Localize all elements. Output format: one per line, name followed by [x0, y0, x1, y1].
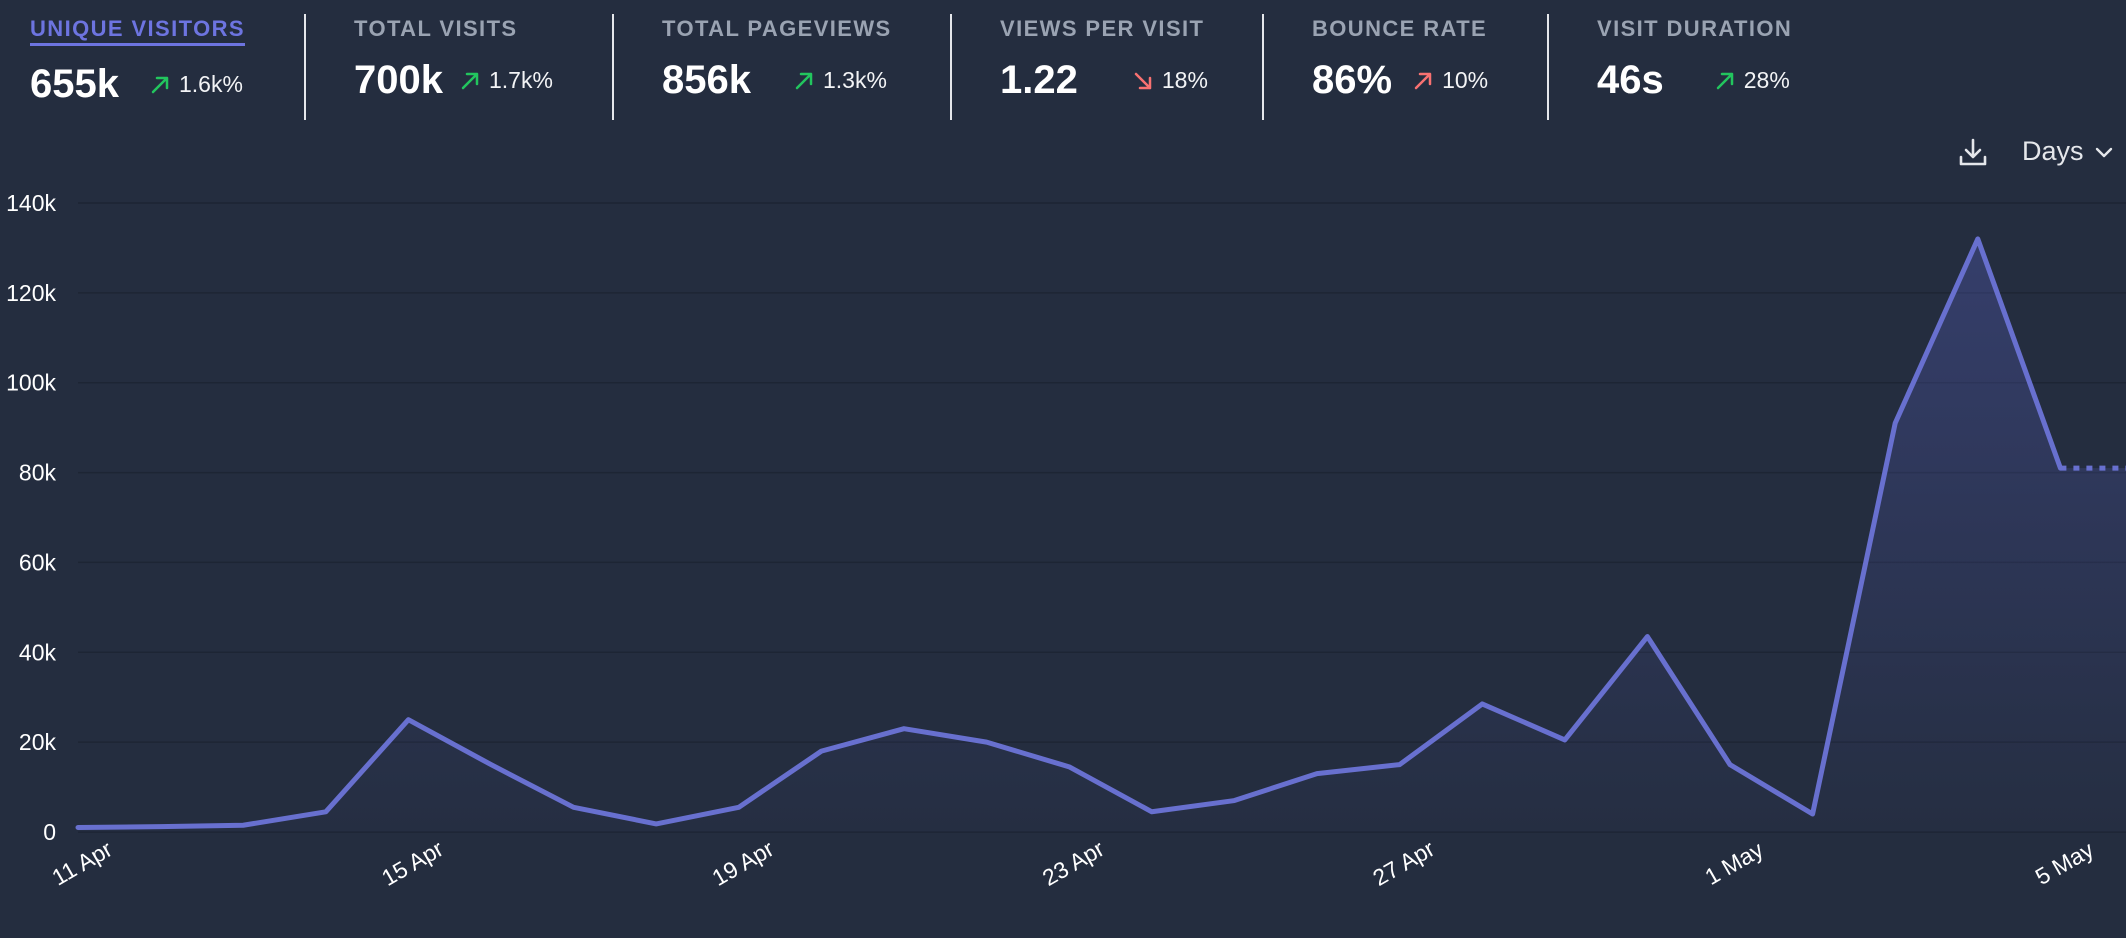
interval-picker[interactable]: Days	[2022, 136, 2114, 167]
stat-change-value: 1.7k%	[488, 67, 553, 93]
stat-change: 1.7k%	[459, 67, 553, 94]
x-tick-label: 5 May	[2031, 836, 2099, 890]
stat-row: 700k 1.7k%	[354, 58, 553, 103]
arrow-up-right-icon	[1716, 72, 1733, 89]
y-axis: 0 20k 40k 60k 80k 100k 120k 140k	[6, 190, 56, 845]
stat-divider	[1262, 14, 1264, 120]
arrow-up-right-icon	[1414, 72, 1432, 89]
stat-change: 1.6k%	[149, 71, 243, 98]
stat-row: 46s 28%	[1597, 58, 1792, 103]
stat-label: VIEWS PER VISIT	[1000, 16, 1205, 41]
stat-total-pageviews[interactable]: TOTAL PAGEVIEWS 856k 1.3k%	[662, 16, 892, 103]
stat-value: 1.22	[1000, 58, 1078, 102]
stat-value: 86%	[1312, 58, 1393, 102]
stat-label: UNIQUE VISITORS	[30, 16, 245, 46]
x-tick-label: 15 Apr	[377, 835, 448, 891]
stat-unique-visitors[interactable]: UNIQUE VISITORS 655k 1.6k%	[30, 16, 245, 107]
stat-change: 1.3k%	[793, 67, 887, 94]
area-fill	[78, 238, 2126, 832]
stat-row: 1.22 18%	[1000, 58, 1208, 103]
stat-value: 46s	[1597, 58, 1664, 102]
chevron-down-icon	[2095, 147, 2112, 157]
stat-divider	[612, 14, 614, 120]
arrow-up-right-icon	[151, 76, 169, 93]
x-tick-label: 1 May	[1700, 836, 1768, 890]
y-tick-label: 120k	[6, 280, 56, 306]
stat-value: 856k	[662, 58, 751, 102]
x-axis: 11 Apr 15 Apr 19 Apr 23 Apr 27 Apr 1 May 5 May	[47, 835, 2098, 891]
stat-divider	[304, 14, 306, 120]
stat-visit-duration[interactable]: VISIT DURATION 46s 28%	[1597, 16, 1792, 103]
stat-value: 700k	[354, 58, 443, 102]
x-tick-label: 11 Apr	[47, 835, 116, 890]
y-tick-label: 80k	[19, 460, 57, 486]
stat-label: TOTAL PAGEVIEWS	[662, 16, 892, 41]
stat-change-value: 1.6k%	[178, 71, 243, 97]
top-stats: UNIQUE VISITORS 655k 1.6k% TOTAL VISITS …	[0, 0, 2126, 120]
arrow-down-right-icon	[1134, 72, 1152, 89]
download-icon[interactable]	[1956, 135, 1990, 169]
stat-row: 655k 1.6k%	[30, 62, 245, 107]
stat-total-visits[interactable]: TOTAL VISITS 700k 1.7k%	[354, 16, 553, 103]
stat-divider	[950, 14, 952, 120]
stat-change-value: 18%	[1161, 67, 1208, 93]
stat-label: TOTAL VISITS	[354, 16, 518, 41]
interval-label: Days	[2022, 136, 2084, 166]
x-tick-label: 19 Apr	[708, 835, 779, 891]
stat-change: 18%	[1132, 67, 1208, 94]
arrow-up-right-icon	[461, 72, 479, 89]
stat-change: 28%	[1714, 67, 1790, 94]
series-line	[75, 236, 2126, 831]
y-tick-label: 40k	[19, 639, 57, 665]
y-tick-label: 140k	[6, 190, 56, 216]
x-tick-label: 27 Apr	[1368, 835, 1439, 891]
stat-change-value: 10%	[1442, 67, 1489, 93]
arrow-up-right-icon	[795, 72, 813, 89]
grid-lines	[78, 202, 2126, 833]
y-tick-label: 100k	[6, 370, 56, 396]
stat-value: 655k	[30, 62, 119, 106]
stat-label: BOUNCE RATE	[1312, 16, 1488, 41]
stat-change-value: 28%	[1743, 67, 1790, 93]
y-tick-label: 60k	[19, 549, 57, 575]
y-tick-label: 20k	[19, 729, 57, 755]
stat-change-value: 1.3k%	[822, 67, 887, 93]
stat-divider	[1547, 14, 1549, 120]
stat-label: VISIT DURATION	[1597, 16, 1793, 41]
stat-bounce-rate[interactable]: BOUNCE RATE 86% 10%	[1312, 16, 1488, 103]
y-tick-label: 0	[43, 819, 56, 845]
stat-change: 10%	[1412, 67, 1488, 94]
x-tick-label: 23 Apr	[1038, 835, 1109, 891]
stat-row: 856k 1.3k%	[662, 58, 892, 103]
series-area	[78, 238, 2126, 832]
series-line-path	[75, 236, 2063, 831]
stat-row: 86% 10%	[1312, 58, 1488, 103]
stat-views-per-visit[interactable]: VIEWS PER VISIT 1.22 18%	[1000, 16, 1208, 103]
